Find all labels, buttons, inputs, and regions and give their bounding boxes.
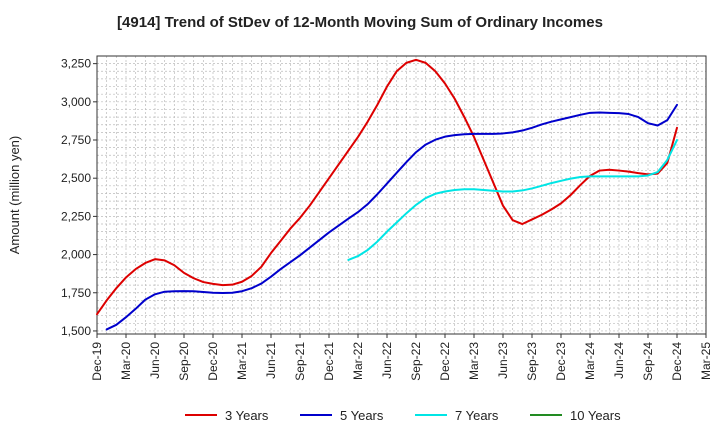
x-tick-label: Sep-21: [293, 342, 307, 381]
x-tick-label: Dec-19: [90, 342, 104, 381]
legend-label-7-years: 7 Years: [455, 408, 499, 423]
x-axis-ticks: Dec-19 Mar-20 Jun-20 Sep-20 Dec-20 Mar-21 Jun-…: [90, 334, 713, 381]
x-tick-label: Mar-22: [351, 342, 365, 380]
chart-title: [4914] Trend of StDev of 12-Month Moving…: [117, 14, 603, 31]
legend-label-3-years: 3 Years: [225, 408, 269, 423]
x-tick-label: Dec-21: [322, 342, 336, 381]
plot-frame: [96, 55, 707, 335]
x-tick-label: Dec-24: [670, 342, 684, 381]
y-tick-label: 2,000: [61, 248, 91, 262]
x-tick-label: Dec-22: [438, 342, 452, 381]
y-axis-ticks: 1,500 1,750 2,000 2,250 2,500 2,750 3,000 3,250: [61, 57, 97, 338]
y-tick-label: 3,000: [61, 95, 91, 109]
x-tick-label: Sep-22: [409, 342, 423, 381]
y-tick-label: 1,750: [61, 286, 91, 300]
x-tick-label: Jun-22: [380, 342, 394, 379]
x-tick-label: Dec-23: [554, 342, 568, 381]
y-axis-label: Amount (million yen): [7, 136, 22, 255]
x-tick-label: Mar-20: [119, 342, 133, 380]
series-layer: [96, 58, 678, 331]
series-line-3-years: [96, 58, 678, 316]
grid-layer: [96, 55, 707, 334]
legend-label-5-years: 5 Years: [340, 408, 384, 423]
y-tick-label: 2,250: [61, 209, 91, 223]
y-tick-label: 1,500: [61, 324, 91, 338]
series-line-5-years: [105, 103, 678, 331]
legend-label-10-years: 10 Years: [570, 408, 621, 423]
x-tick-label: Dec-20: [206, 342, 220, 381]
x-tick-label: Jun-21: [264, 342, 278, 379]
x-tick-label: Sep-23: [525, 342, 539, 381]
x-tick-label: Mar-24: [583, 342, 597, 380]
x-tick-label: Mar-21: [235, 342, 249, 380]
x-tick-label: Sep-24: [641, 342, 655, 381]
legend: 3 Years 5 Years 7 Years 10 Years: [185, 408, 621, 423]
y-tick-label: 2,750: [61, 133, 91, 147]
x-tick-label: Sep-20: [177, 342, 191, 381]
x-tick-label: Mar-25: [699, 342, 713, 380]
x-tick-label: Mar-23: [467, 342, 481, 380]
x-tick-label: Jun-23: [496, 342, 510, 379]
x-tick-label: Jun-20: [148, 342, 162, 379]
series-line-7-years: [347, 139, 678, 261]
x-tick-label: Jun-24: [612, 342, 626, 379]
y-tick-label: 2,500: [61, 171, 91, 185]
y-tick-label: 3,250: [61, 57, 91, 71]
